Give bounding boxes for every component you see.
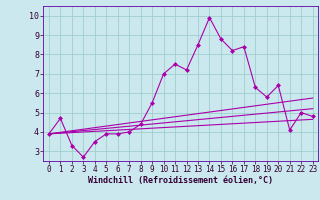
- X-axis label: Windchill (Refroidissement éolien,°C): Windchill (Refroidissement éolien,°C): [88, 176, 273, 185]
